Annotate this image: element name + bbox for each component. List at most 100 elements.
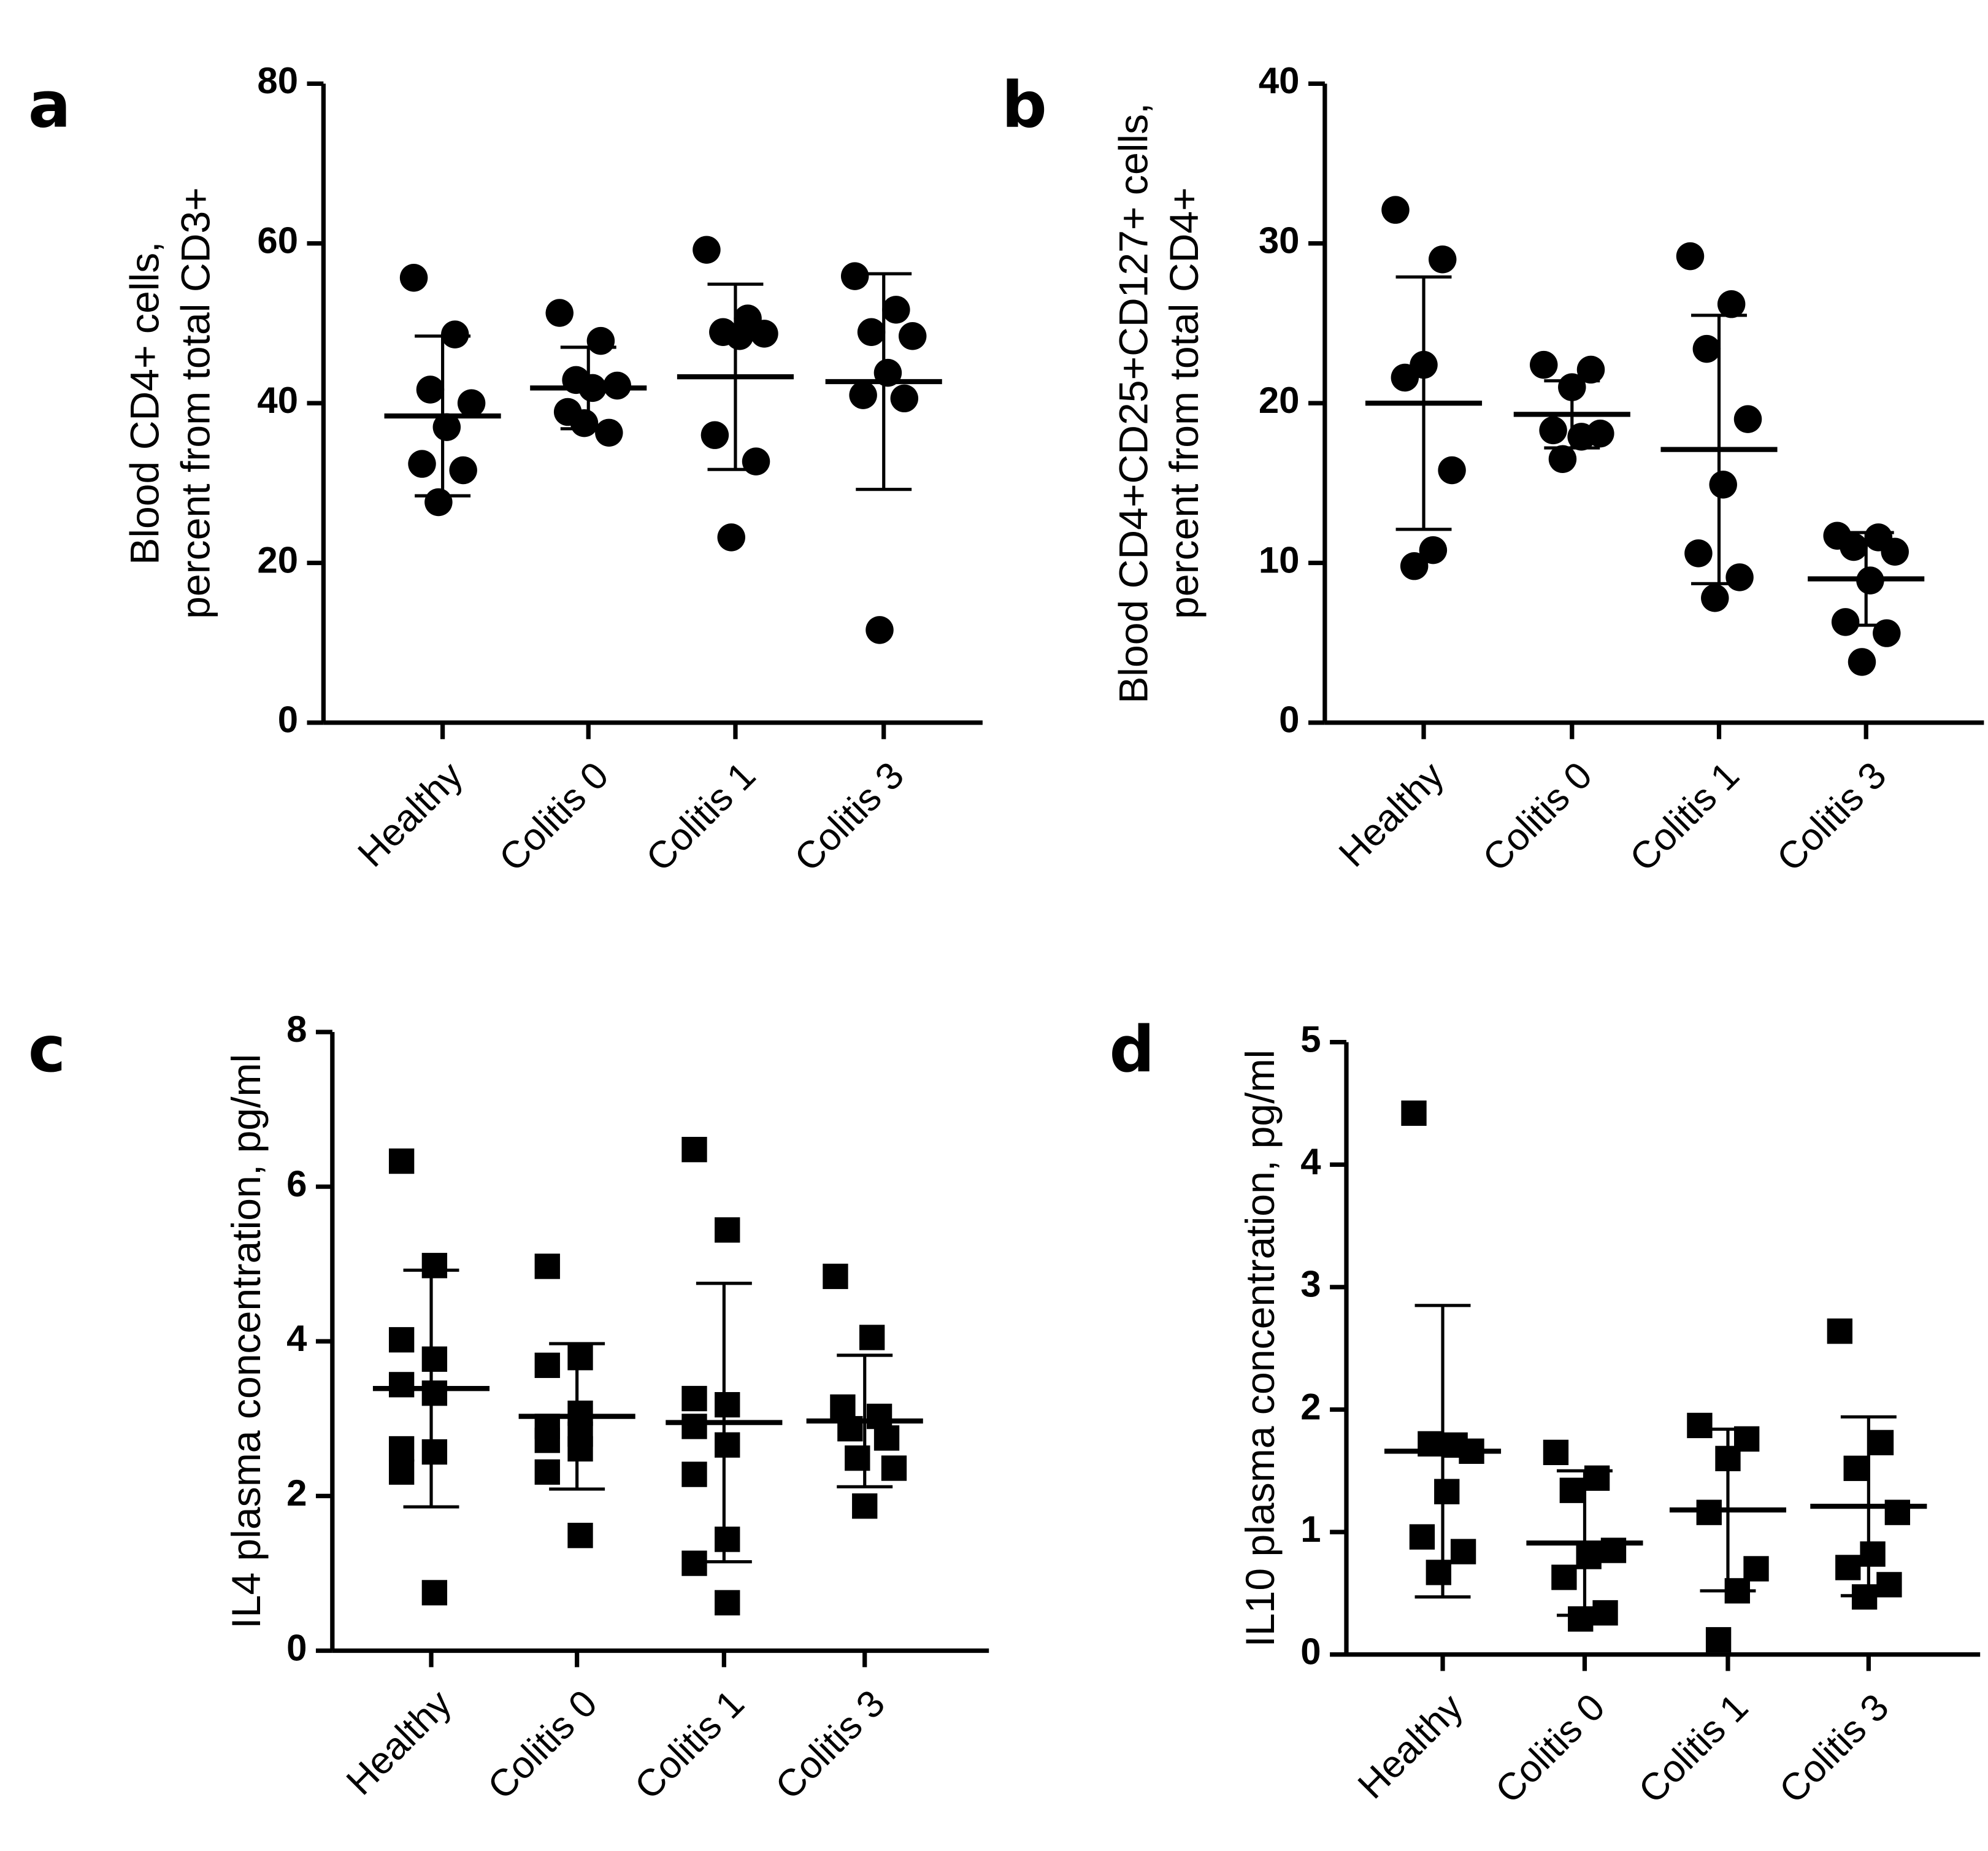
y-tick-label: 1 — [1300, 1509, 1321, 1550]
point — [416, 375, 445, 404]
point — [388, 1372, 415, 1398]
point — [388, 1459, 415, 1485]
point — [388, 1327, 415, 1353]
y-tick-label: 5 — [1300, 1018, 1321, 1060]
point — [567, 1436, 593, 1462]
y-tick-label: 4 — [286, 1318, 307, 1359]
point — [421, 1346, 448, 1372]
y-axis-label: percent from total CD3+ — [173, 187, 218, 619]
point — [873, 1425, 900, 1451]
point — [1409, 1524, 1435, 1550]
point — [1576, 355, 1605, 384]
point — [1450, 1539, 1476, 1564]
point — [1428, 245, 1457, 274]
y-tick-label: 4 — [1300, 1141, 1321, 1182]
y-tick-label: 10 — [1259, 539, 1300, 580]
point — [1705, 1627, 1732, 1653]
point — [1692, 334, 1721, 363]
y-tick-label: 0 — [1279, 699, 1299, 741]
point — [857, 318, 886, 346]
y-tick-label: 0 — [1300, 1631, 1321, 1672]
point — [388, 1148, 415, 1174]
y-tick-label: 20 — [1259, 380, 1300, 421]
x-tick-label: Colitis 1 — [1622, 754, 1748, 880]
y-tick-label: 80 — [257, 60, 298, 101]
point — [899, 322, 927, 350]
y-tick-label: 2 — [1300, 1386, 1321, 1427]
point — [595, 418, 623, 447]
point — [1434, 1479, 1460, 1504]
point — [1391, 363, 1419, 392]
point — [545, 299, 574, 327]
point — [840, 262, 869, 290]
point — [865, 616, 894, 644]
point — [1543, 1439, 1569, 1465]
point — [457, 389, 486, 417]
point — [449, 456, 477, 485]
point — [693, 236, 721, 264]
point — [408, 450, 436, 478]
point — [681, 1137, 707, 1163]
point — [1701, 584, 1729, 612]
point — [1559, 1477, 1585, 1503]
point — [421, 1380, 448, 1406]
point — [725, 322, 754, 350]
point — [890, 384, 919, 413]
point — [1827, 1318, 1852, 1344]
point — [715, 1432, 740, 1458]
point — [567, 1345, 593, 1371]
panel-label: b — [1002, 69, 1047, 142]
point — [534, 1459, 560, 1485]
point — [534, 1352, 560, 1379]
point — [852, 1493, 878, 1519]
y-tick-label: 0 — [278, 699, 298, 741]
point — [1840, 533, 1868, 561]
y-axis-label: IL4 plasma concentration, pg/ml — [224, 1054, 269, 1629]
point — [1684, 539, 1713, 568]
point — [1419, 536, 1448, 564]
point — [1400, 552, 1429, 580]
point — [750, 320, 778, 348]
y-axis-label: IL10 plasma concentration, pg/ml — [1238, 1050, 1283, 1647]
x-tick-label: Colitis 1 — [627, 1682, 753, 1808]
point — [1676, 242, 1705, 271]
point — [1835, 1555, 1861, 1580]
point — [1592, 1600, 1618, 1626]
x-tick-label: Colitis 0 — [1487, 1686, 1613, 1812]
y-axis-label: Blood CD4+ cells, — [123, 241, 168, 564]
point — [700, 421, 729, 449]
y-tick-label: 20 — [257, 539, 298, 580]
point — [567, 1523, 593, 1549]
point — [1548, 445, 1577, 473]
point — [849, 381, 877, 409]
y-tick-label: 0 — [286, 1627, 307, 1668]
point — [1843, 1455, 1869, 1481]
point — [1733, 405, 1762, 433]
point — [715, 1217, 740, 1243]
x-tick-label: Colitis 3 — [786, 754, 912, 880]
point — [586, 326, 615, 355]
point — [421, 1439, 448, 1465]
point — [1381, 196, 1410, 224]
y-tick-label: 6 — [286, 1163, 307, 1204]
point — [1876, 1572, 1902, 1598]
x-tick-label: Colitis 1 — [639, 754, 764, 880]
point — [1551, 1564, 1577, 1590]
y-tick-label: 30 — [1259, 220, 1300, 261]
y-tick-label: 3 — [1300, 1264, 1321, 1305]
point — [742, 447, 770, 475]
point — [1438, 456, 1466, 485]
point — [399, 264, 428, 292]
point — [1687, 1412, 1713, 1439]
point — [1743, 1556, 1769, 1582]
point — [388, 1436, 415, 1462]
point — [715, 1526, 740, 1552]
point — [881, 1455, 907, 1481]
x-tick-label: Colitis 1 — [1631, 1686, 1757, 1812]
point — [830, 1394, 856, 1420]
point — [1848, 648, 1876, 676]
x-tick-label: Colitis 0 — [480, 1682, 605, 1808]
y-tick-label: 2 — [286, 1472, 307, 1514]
y-tick-label: 40 — [1259, 60, 1300, 101]
point — [681, 1461, 707, 1487]
